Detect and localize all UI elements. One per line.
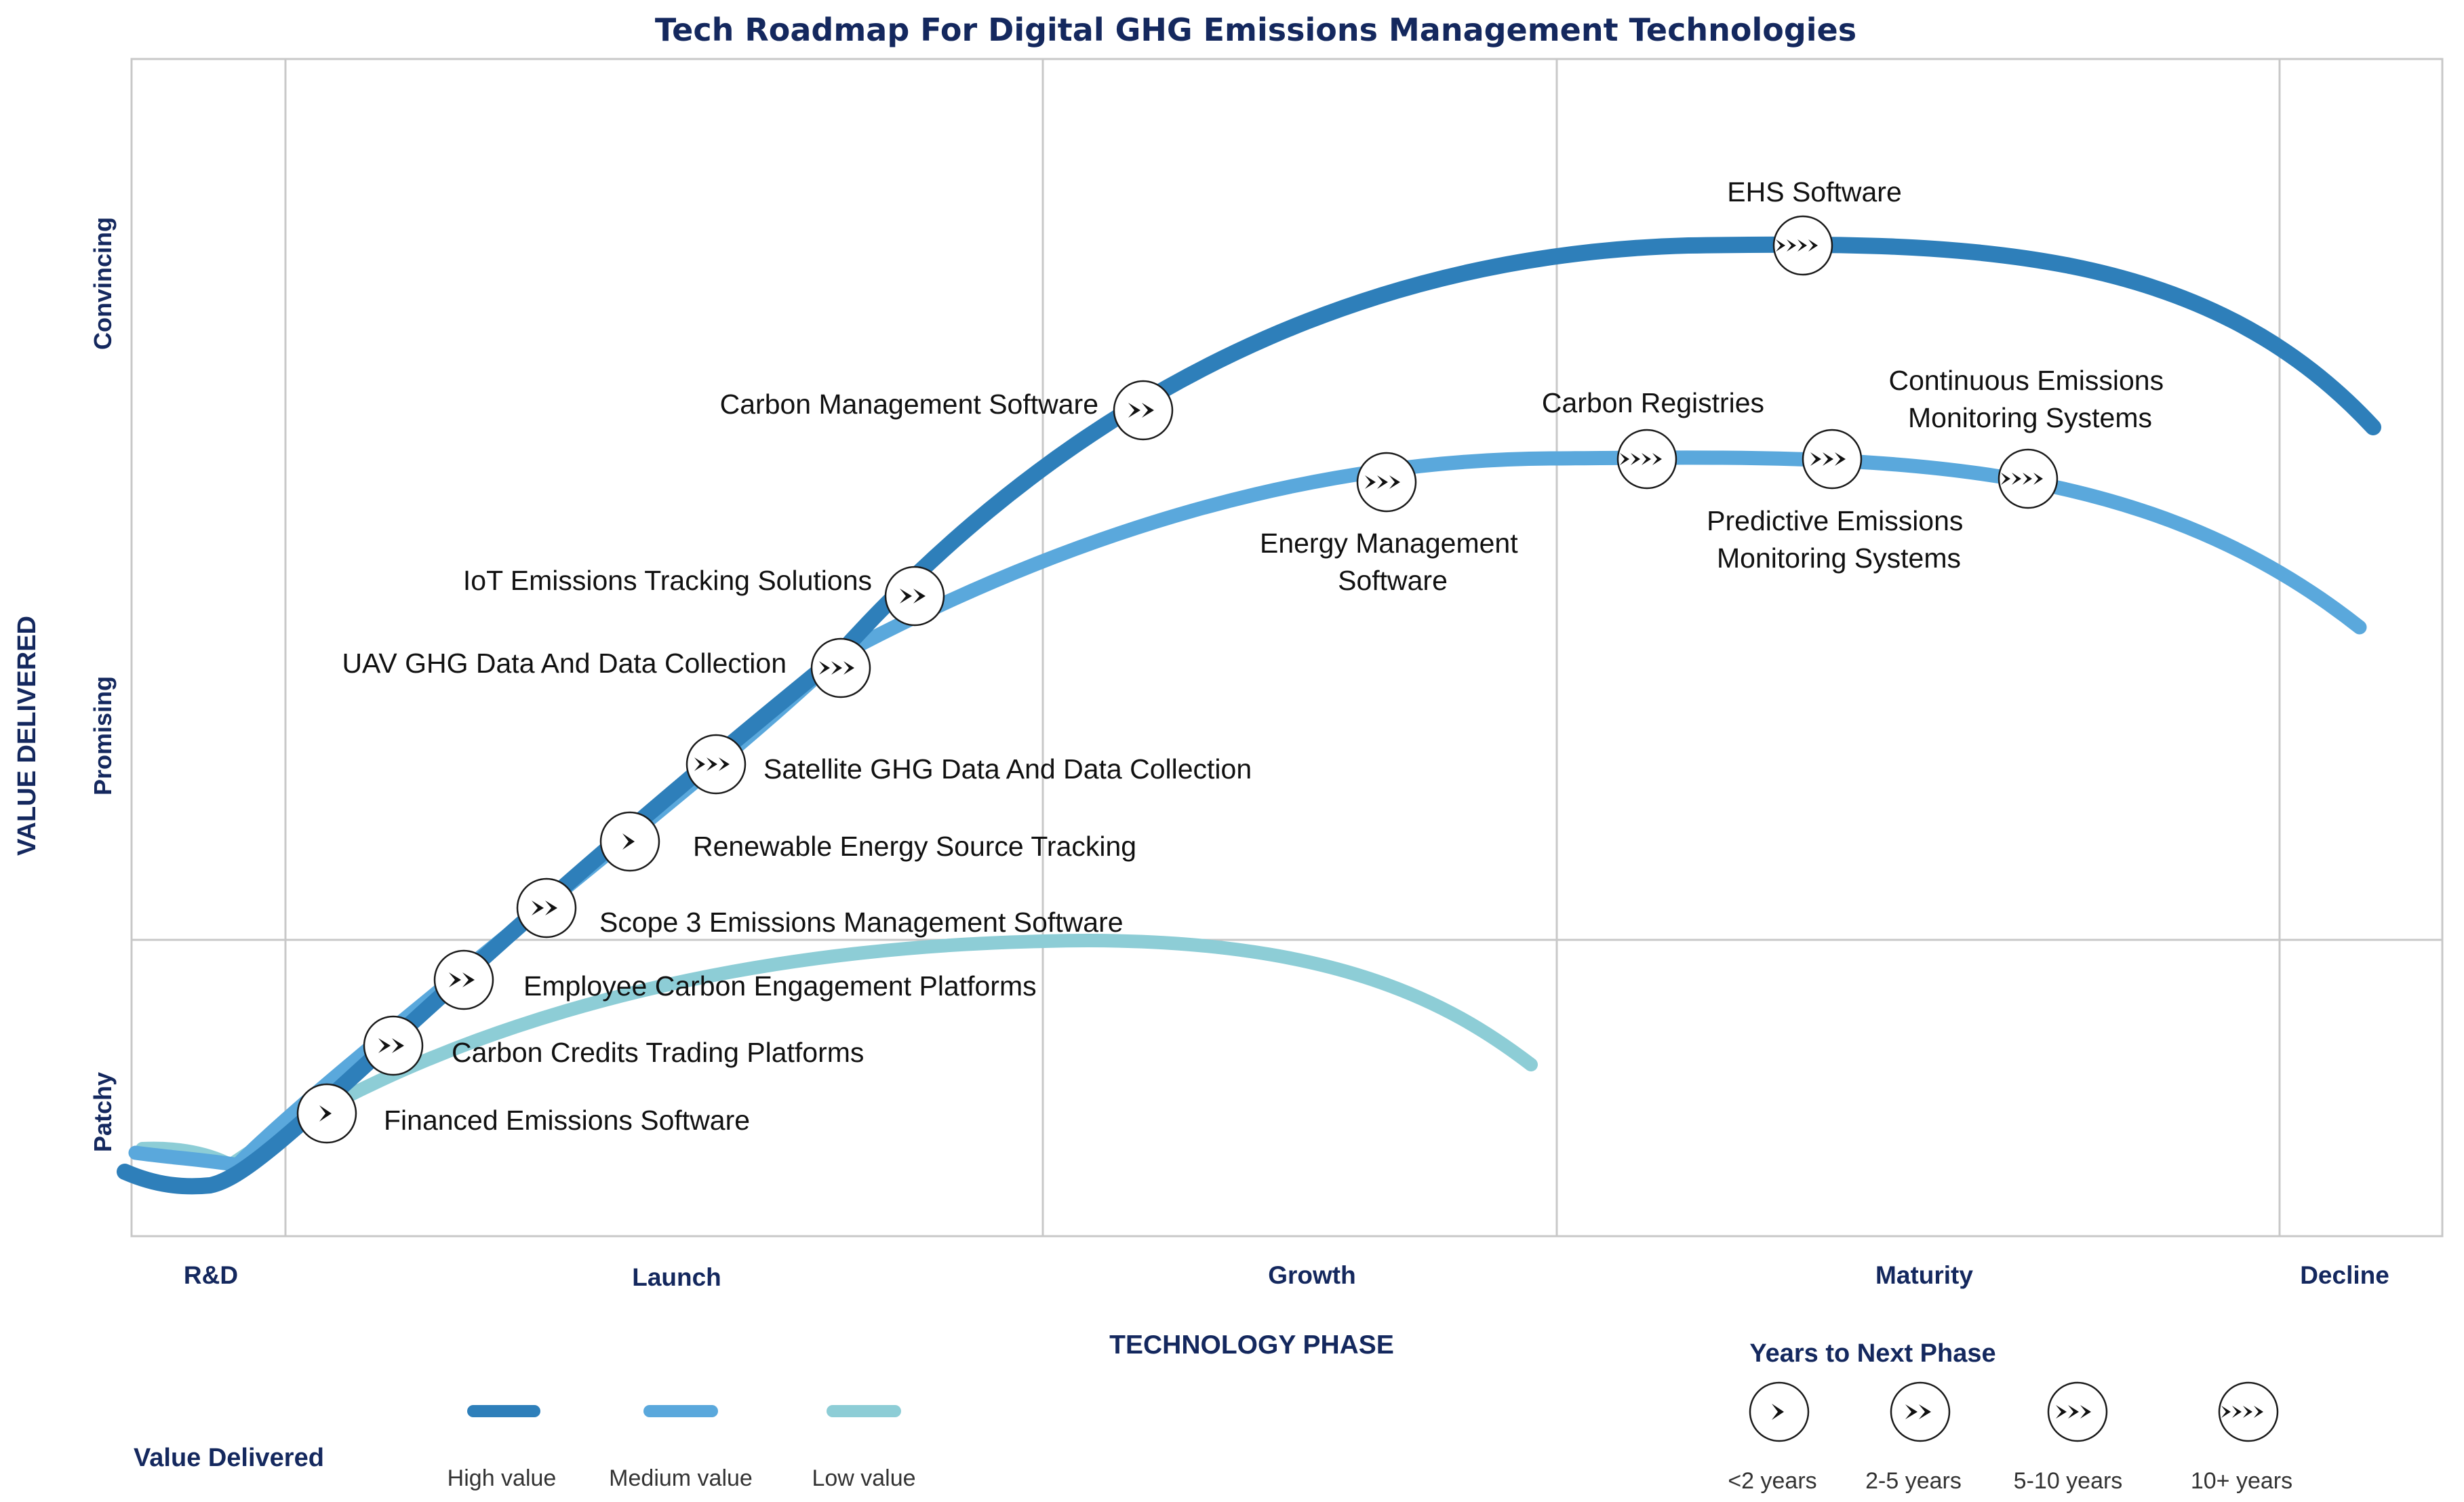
- chevron-icon: [2221, 1406, 2263, 1418]
- chevron-icon: [622, 833, 635, 850]
- chevron-icon: [819, 661, 854, 675]
- curve-medium: [128, 450, 2367, 1173]
- tech-employee-carbon-engagement-platforms: Employee Carbon Engagement Platforms: [433, 949, 1037, 1010]
- chevron-icon: [1772, 1404, 1784, 1420]
- tech-label: Energy Management Software: [1260, 528, 1526, 596]
- tech-label: UAV GHG Data And Data Collection: [342, 648, 787, 679]
- legend-label: Medium value: [609, 1465, 753, 1491]
- tech-carbon-registries: Carbon Registries: [1542, 387, 1764, 490]
- chevron-icon: [1905, 1404, 1931, 1419]
- y-level-promising: Promising: [89, 676, 117, 795]
- tech-renewable-energy-source-tracking: Renewable Energy Source Tracking: [599, 811, 1136, 872]
- tech-scope-3-emissions-management-software: Scope 3 Emissions Management Software: [516, 877, 1124, 938]
- y-axis-title: VALUE DELIVERED: [13, 616, 41, 856]
- y-level-patchy: Patchy: [89, 1072, 117, 1152]
- tech-label: EHS Software: [1727, 176, 1902, 207]
- chevron-icon: [1776, 239, 1818, 252]
- chevron-icon: [1365, 475, 1400, 489]
- legend-title: Years to Next Phase: [1749, 1339, 1995, 1368]
- legend-label: 2-5 years: [1865, 1468, 1962, 1494]
- plot-frame: [130, 58, 2444, 1238]
- tech-label: Carbon Credits Trading Platforms: [452, 1037, 864, 1068]
- x-phase-growth: Growth: [1268, 1261, 1355, 1289]
- tech-ehs-software: EHS Software: [1727, 176, 1902, 276]
- chevron-icon: [319, 1105, 332, 1122]
- x-phase-maturity: Maturity: [1875, 1261, 1973, 1289]
- years-marker-icon: [1890, 1381, 1951, 1442]
- years-marker-icon: [516, 877, 577, 938]
- chevron-icon: [694, 757, 730, 771]
- tech-label: Scope 3 Emissions Management Software: [599, 907, 1124, 938]
- chevron-icon: [532, 901, 557, 915]
- tech-satellite-ghg-data-and-data-collection: Satellite GHG Data And Data Collection: [685, 734, 1252, 795]
- tech-label: Financed Emissions Software: [384, 1105, 750, 1136]
- tech-label-line: Software: [1338, 565, 1448, 596]
- years-marker-icon: [884, 566, 945, 627]
- tech-label-line: Monitoring Systems: [1717, 542, 1961, 574]
- tech-label-line: Monitoring Systems: [1908, 402, 2152, 433]
- tech-label: Carbon Management Software: [720, 389, 1098, 420]
- chevron-icon: [449, 972, 475, 987]
- tech-label: Predictive Emissions Monitoring Systems: [1707, 505, 1971, 574]
- x-phase-rnd: R&D: [184, 1261, 238, 1289]
- value-legend: Value Delivered High value Medium value …: [134, 1405, 916, 1491]
- tech-financed-emissions-software: Financed Emissions Software: [296, 1083, 750, 1144]
- chevron-icon: [2001, 473, 2043, 485]
- legend-label: 5-10 years: [2014, 1468, 2123, 1494]
- tech-predictive-emissions-monitoring-systems: Predictive Emissions Monitoring Systems: [1707, 429, 1971, 574]
- tech-continuous-emissions-monitoring-systems: Continuous Emissions Monitoring Systems: [1888, 365, 2171, 509]
- page-title: Tech Roadmap For Digital GHG Emissions M…: [655, 12, 1856, 48]
- chevron-icon: [1810, 452, 1846, 466]
- chevron-icon: [378, 1038, 404, 1053]
- legend-label: <2 years: [1728, 1468, 1816, 1494]
- tech-label: Continuous Emissions Monitoring Systems: [1888, 365, 2171, 433]
- tech-carbon-credits-trading-platforms: Carbon Credits Trading Platforms: [363, 1015, 864, 1076]
- years-marker-icon: [1113, 380, 1174, 441]
- chevron-icon: [1620, 453, 1662, 465]
- chevron-icon: [900, 589, 926, 604]
- tech-label: Renewable Energy Source Tracking: [693, 831, 1136, 862]
- tech-energy-management-software: Energy Management Software: [1260, 452, 1526, 596]
- tech-uav-ghg-data-and-data-collection: UAV GHG Data And Data Collection: [342, 637, 871, 698]
- x-phase-decline: Decline: [2300, 1261, 2389, 1289]
- tech-label-line: Energy Management: [1260, 528, 1518, 559]
- tech-iot-emissions-tracking-solutions: IoT Emissions Tracking Solutions: [463, 565, 945, 627]
- legend-label: 10+ years: [2191, 1468, 2292, 1494]
- tech-label: Carbon Registries: [1542, 387, 1764, 418]
- years-marker-icon: [433, 949, 494, 1010]
- tech-carbon-management-software: Carbon Management Software: [720, 380, 1174, 441]
- chevron-icon: [1128, 403, 1154, 418]
- legend-label: Low value: [812, 1465, 915, 1491]
- legend-title: Value Delivered: [134, 1444, 324, 1472]
- x-axis-title: TECHNOLOGY PHASE: [1109, 1330, 1394, 1360]
- tech-label: IoT Emissions Tracking Solutions: [463, 565, 872, 596]
- years-marker-icon: [363, 1015, 424, 1076]
- tech-label: Employee Carbon Engagement Platforms: [523, 970, 1037, 1002]
- tech-label-line: Predictive Emissions: [1707, 505, 1963, 536]
- chevron-icon: [2056, 1405, 2091, 1419]
- x-phase-launch: Launch: [632, 1263, 721, 1291]
- y-level-convincing: Convincing: [89, 217, 117, 350]
- years-legend: Years to Next Phase <2 years 2-5 years 5…: [1728, 1339, 2292, 1494]
- legend-label: High value: [448, 1465, 557, 1491]
- tech-label: Satellite GHG Data And Data Collection: [763, 753, 1252, 785]
- tech-label-line: Continuous Emissions: [1888, 365, 2164, 396]
